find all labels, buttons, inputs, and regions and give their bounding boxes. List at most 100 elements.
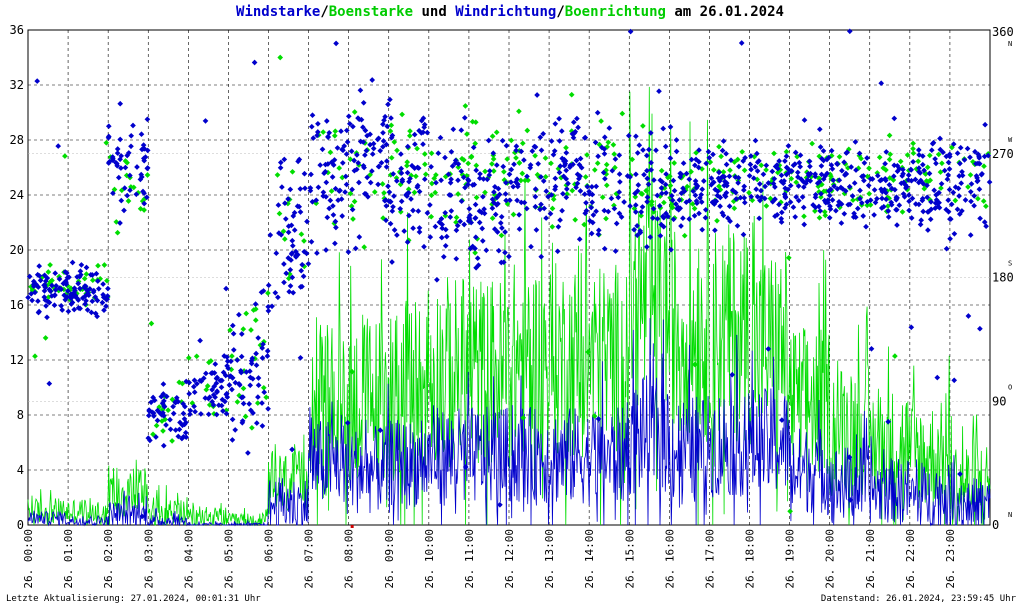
gust-direction-point (952, 197, 959, 204)
wind-direction-point (436, 219, 443, 226)
wind-direction-point (734, 222, 741, 229)
gust-direction-point (455, 191, 461, 197)
x-tick-label-23: 26. 23:00 (944, 529, 957, 589)
wind-direction-point (253, 420, 260, 426)
wind-direction-point (499, 137, 506, 144)
wind-direction-point (180, 400, 186, 407)
wind-direction-point (527, 164, 534, 171)
wind-direction-point (925, 208, 932, 215)
wind-direction-point (308, 171, 314, 178)
compass-label-2: S (1008, 260, 1012, 268)
wind-direction-point (920, 208, 927, 215)
wind-direction-point (552, 175, 559, 182)
wind-direction-point (406, 212, 412, 219)
wind-direction-point (847, 497, 854, 503)
wind-direction-point (886, 181, 893, 188)
wind-direction-point (910, 158, 916, 165)
wind-direction-point (442, 154, 448, 161)
wind-direction-point (507, 197, 513, 204)
x-tick-label-7: 26. 07:00 (303, 529, 316, 589)
wind-direction-point (104, 296, 111, 302)
gust-direction-point (876, 154, 883, 161)
wind-direction-point (849, 193, 856, 199)
wind-direction-point (458, 127, 465, 134)
gust-direction-point (718, 153, 724, 160)
wind-direction-point (660, 125, 667, 132)
wind-direction-point (163, 393, 170, 400)
wind-direction-point (967, 188, 974, 195)
wind-direction-point (538, 174, 544, 180)
wind-direction-point (317, 162, 324, 168)
wind-direction-point (557, 163, 564, 169)
wind-direction-point (523, 205, 530, 212)
gust-direction-point (741, 167, 748, 174)
wind-direction-point (406, 178, 412, 185)
wind-direction-point (238, 353, 245, 360)
wind-direction-point (101, 307, 107, 314)
wind-direction-point (462, 464, 469, 470)
wind-direction-point (141, 145, 148, 152)
wind-direction-point (838, 220, 845, 226)
wind-direction-point (651, 177, 657, 183)
wind-direction-point (859, 173, 865, 180)
wind-direction-point (699, 226, 706, 233)
wind-direction-point (772, 213, 778, 220)
wind-direction-point (799, 194, 806, 200)
gust-direction-point (229, 353, 235, 359)
wind-direction-point (138, 131, 145, 138)
wind-direction-point (415, 165, 422, 171)
wind-direction-point (754, 193, 761, 200)
wind-direction-point (25, 294, 31, 301)
wind-direction-point (763, 162, 770, 169)
wind-direction-point (323, 118, 330, 124)
wind-direction-point (398, 151, 404, 157)
gust-direction-point (638, 212, 644, 219)
wind-direction-point (839, 167, 845, 174)
gust-direction-point (603, 182, 610, 189)
wind-direction-point (275, 202, 282, 208)
wind-direction-point (882, 160, 888, 167)
wind-direction-point (90, 289, 97, 295)
wind-direction-point (117, 220, 123, 226)
wind-direction-point (332, 218, 339, 225)
wind-direction-point (978, 171, 985, 178)
wind-direction-point (899, 173, 906, 179)
wind-direction-point (634, 150, 641, 156)
gust-direction-point (887, 151, 894, 158)
wind-direction-point (277, 159, 284, 166)
wind-direction-point (454, 222, 461, 229)
wind-direction-point (338, 128, 344, 135)
wind-direction-point (852, 139, 859, 145)
wind-direction-point (144, 116, 151, 123)
gust-direction-point (921, 185, 928, 192)
wind-direction-point (356, 179, 362, 186)
wind-direction-point (801, 221, 808, 228)
wind-direction-point (961, 157, 968, 163)
wind-direction-point (190, 383, 197, 390)
wind-direction-point (289, 237, 296, 244)
wind-direction-point (538, 201, 544, 208)
wind-direction-point (448, 176, 454, 183)
wind-direction-point (872, 199, 879, 206)
wind-direction-point (793, 194, 800, 200)
wind-direction-point (900, 166, 906, 173)
wind-direction-point (293, 252, 299, 259)
wind-direction-point (500, 163, 507, 170)
wind-direction-point (972, 148, 978, 155)
gust-direction-point (924, 164, 931, 171)
wind-direction-point (182, 429, 189, 436)
wind-direction-point (365, 193, 371, 200)
wind-direction-point (324, 214, 331, 221)
wind-direction-point (124, 192, 131, 199)
wind-direction-point (938, 180, 945, 187)
wind-direction-point (946, 186, 953, 193)
wind-direction-point (647, 234, 654, 240)
wind-direction-point (943, 245, 950, 252)
gust-direction-point (661, 199, 667, 206)
wind-direction-point (570, 134, 577, 141)
wind-direction-point (627, 28, 634, 35)
wind-direction-point (615, 194, 622, 201)
wind-direction-point (595, 153, 601, 160)
gust-direction-point (414, 145, 420, 152)
gust-direction-point (599, 194, 606, 201)
